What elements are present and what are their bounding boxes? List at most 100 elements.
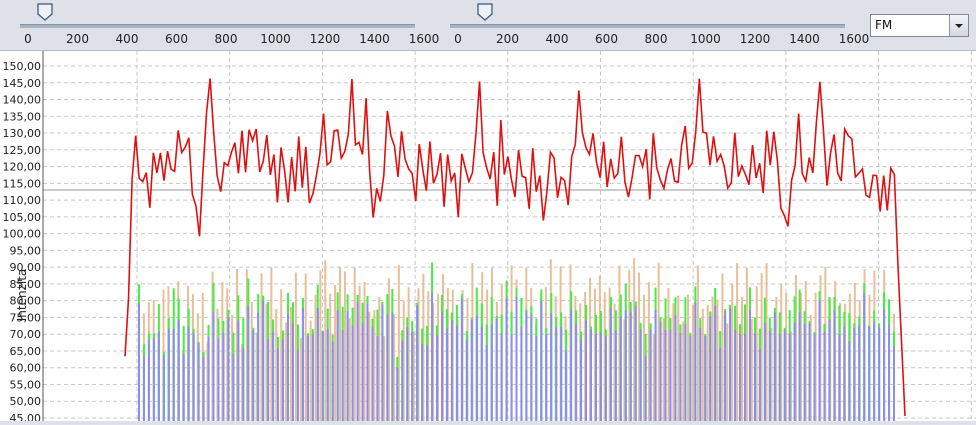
y-tick-label: 95,00 bbox=[10, 244, 42, 257]
slider-tick-label: 400 bbox=[545, 32, 569, 46]
tan-bar bbox=[608, 287, 611, 421]
slider-thumb[interactable] bbox=[477, 3, 493, 21]
mode-select-value: FM bbox=[875, 18, 893, 32]
tan-bar bbox=[363, 281, 366, 421]
blue-bar bbox=[550, 313, 553, 421]
tan-bar bbox=[598, 275, 601, 421]
blue-bar bbox=[848, 341, 851, 421]
mode-select[interactable]: FM bbox=[870, 14, 969, 37]
intensity-chart: 45,0050,0055,0060,0065,0070,0075,0080,00… bbox=[3, 51, 976, 425]
blue-bar bbox=[460, 298, 463, 421]
tan-bar bbox=[388, 278, 391, 421]
slider-thumb[interactable] bbox=[37, 3, 53, 21]
tan-bar bbox=[642, 294, 645, 421]
tan-bar bbox=[638, 272, 641, 421]
left-range-slider[interactable]: 0 200 400 600 800 1000 1200 1400 1600 bbox=[0, 0, 439, 50]
tan-bar bbox=[721, 273, 724, 421]
tan-bar bbox=[402, 301, 405, 421]
tan-bar bbox=[245, 269, 248, 421]
tan-bar bbox=[623, 319, 626, 421]
slider-tick-label: 600 bbox=[165, 32, 188, 46]
blue-bar bbox=[396, 367, 399, 421]
blue-bar bbox=[694, 302, 697, 421]
tan-bar bbox=[319, 270, 322, 421]
slider-tick-label: 1600 bbox=[408, 32, 440, 46]
blue-bar bbox=[252, 330, 255, 421]
blue-bar bbox=[520, 326, 523, 421]
dropdown-button[interactable] bbox=[949, 15, 968, 36]
blue-bar bbox=[654, 310, 657, 421]
blue-bar bbox=[465, 340, 468, 421]
blue-bar bbox=[659, 322, 662, 421]
slider-tick-label: 200 bbox=[66, 32, 89, 46]
tan-bar bbox=[770, 327, 773, 421]
blue-bar bbox=[734, 329, 737, 421]
blue-bar bbox=[793, 322, 796, 421]
blue-bar bbox=[262, 301, 265, 421]
blue-bar bbox=[629, 311, 632, 421]
blue-bar bbox=[743, 333, 746, 421]
tan-bar bbox=[657, 262, 660, 421]
tan-bar bbox=[603, 291, 606, 421]
blue-bar bbox=[614, 330, 617, 421]
tan-bar bbox=[760, 273, 763, 421]
y-tick-label: 50,00 bbox=[10, 395, 42, 408]
tan-bar bbox=[240, 343, 243, 421]
tan-bar bbox=[422, 273, 425, 421]
y-tick-label: 75,00 bbox=[10, 311, 42, 324]
tan-bar bbox=[407, 287, 410, 421]
tan-bar bbox=[378, 296, 381, 421]
blue-bar bbox=[868, 326, 871, 421]
blue-bar bbox=[883, 308, 886, 421]
tan-bar bbox=[309, 320, 312, 421]
blue-bar bbox=[709, 316, 712, 421]
blue-bar bbox=[863, 293, 866, 421]
tan-bar bbox=[667, 287, 670, 421]
blue-bar bbox=[599, 332, 602, 421]
blue-bar bbox=[565, 349, 568, 421]
tan-bar bbox=[437, 293, 440, 421]
blue-bar bbox=[803, 324, 806, 421]
y-tick-label: 140,00 bbox=[3, 94, 42, 107]
blue-bar bbox=[555, 327, 558, 421]
tan-bar bbox=[755, 286, 758, 421]
tan-bar bbox=[275, 308, 278, 421]
slider-tick-label: 0 bbox=[24, 32, 32, 46]
blue-bars bbox=[138, 292, 895, 421]
tan-bar bbox=[804, 281, 807, 421]
y-tick-labels: 45,0050,0055,0060,0065,0070,0075,0080,00… bbox=[3, 60, 42, 425]
tan-bar bbox=[285, 322, 288, 421]
blue-bar bbox=[888, 324, 891, 421]
blue-bar bbox=[331, 341, 334, 421]
slider-tick-label: 0 bbox=[454, 32, 462, 46]
tan-bar bbox=[231, 315, 234, 421]
slider-tick-label: 400 bbox=[115, 32, 139, 46]
tan-bar bbox=[628, 269, 631, 421]
blue-bar bbox=[505, 297, 508, 421]
y-tick-label: 130,00 bbox=[3, 127, 42, 140]
tan-bar bbox=[750, 319, 753, 421]
tan-bar bbox=[412, 331, 415, 421]
y-tick-label: 85,00 bbox=[10, 278, 42, 291]
tan-bar bbox=[392, 314, 395, 421]
blue-bar bbox=[739, 333, 742, 421]
blue-bar bbox=[391, 312, 394, 421]
tan-bar bbox=[383, 336, 386, 421]
blue-bar bbox=[381, 304, 384, 421]
slider-track[interactable] bbox=[20, 24, 415, 28]
slider-track[interactable] bbox=[450, 24, 845, 28]
tan-bar bbox=[701, 308, 704, 421]
tan-bar bbox=[593, 288, 596, 421]
blue-bar bbox=[162, 354, 165, 421]
y-tick-label: 100,00 bbox=[3, 228, 42, 241]
blue-bar bbox=[833, 310, 836, 421]
blue-bar bbox=[644, 355, 647, 421]
tan-bar bbox=[353, 267, 356, 421]
y-tick-label: 80,00 bbox=[10, 295, 42, 308]
blue-bar bbox=[719, 347, 722, 421]
right-range-slider[interactable]: 0 200 400 600 800 1000 1200 1400 1600 bbox=[430, 0, 869, 50]
tan-bar bbox=[417, 288, 420, 421]
blue-bar bbox=[426, 345, 429, 421]
blue-bar bbox=[202, 356, 205, 421]
blue-bar bbox=[341, 330, 344, 421]
